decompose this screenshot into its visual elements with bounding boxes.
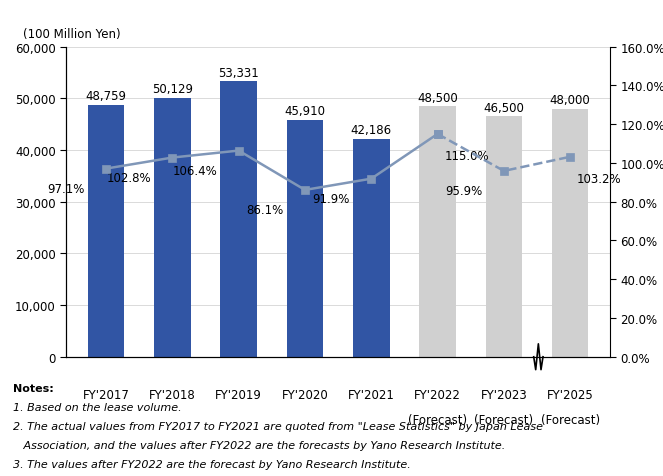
Text: 46,500: 46,500 xyxy=(483,102,524,115)
Text: FY'2025: FY'2025 xyxy=(547,388,593,401)
Text: 95.9%: 95.9% xyxy=(446,185,483,198)
Text: 102.8%: 102.8% xyxy=(107,172,151,185)
Text: 103.2%: 103.2% xyxy=(577,173,621,186)
Text: (Forecast): (Forecast) xyxy=(408,413,467,426)
Bar xyxy=(220,82,257,357)
Text: FY'2022: FY'2022 xyxy=(414,388,461,401)
Text: Notes:: Notes: xyxy=(13,383,54,393)
Text: 48,759: 48,759 xyxy=(86,90,127,103)
Text: 50,129: 50,129 xyxy=(152,83,193,96)
Text: 1. Based on the lease volume.: 1. Based on the lease volume. xyxy=(13,402,182,412)
Text: FY'2023: FY'2023 xyxy=(481,388,527,401)
Text: 115.0%: 115.0% xyxy=(444,150,489,163)
Bar xyxy=(419,107,455,357)
Text: 42,186: 42,186 xyxy=(351,124,392,137)
Text: 45,910: 45,910 xyxy=(284,105,326,118)
Bar xyxy=(552,109,589,357)
Bar xyxy=(353,139,390,357)
Bar xyxy=(88,106,125,357)
Bar xyxy=(485,117,522,357)
Text: 2. The actual values from FY2017 to FY2021 are quoted from "Lease Statistics" by: 2. The actual values from FY2017 to FY20… xyxy=(13,421,543,431)
Text: Association, and the values after FY2022 are the forecasts by Yano Research Inst: Association, and the values after FY2022… xyxy=(13,440,505,450)
Text: 106.4%: 106.4% xyxy=(173,165,217,178)
Text: 3. The values after FY2022 are the forecast by Yano Research Institute.: 3. The values after FY2022 are the forec… xyxy=(13,459,411,469)
Bar xyxy=(154,99,191,357)
Text: FY'2017: FY'2017 xyxy=(83,388,129,401)
Text: FY'2019: FY'2019 xyxy=(215,388,262,401)
Text: FY'2018: FY'2018 xyxy=(149,388,196,401)
Text: FY'2020: FY'2020 xyxy=(282,388,328,401)
Bar xyxy=(286,120,324,357)
Text: (Forecast): (Forecast) xyxy=(540,413,600,426)
Text: (Forecast): (Forecast) xyxy=(474,413,534,426)
Text: 97.1%: 97.1% xyxy=(48,183,85,196)
Text: 53,331: 53,331 xyxy=(218,67,259,79)
Text: 86.1%: 86.1% xyxy=(247,204,284,217)
Text: (100 Million Yen): (100 Million Yen) xyxy=(23,29,121,41)
Text: 48,000: 48,000 xyxy=(550,94,591,107)
Text: 48,500: 48,500 xyxy=(417,91,458,104)
Text: 91.9%: 91.9% xyxy=(313,193,350,206)
Text: FY'2021: FY'2021 xyxy=(348,388,394,401)
